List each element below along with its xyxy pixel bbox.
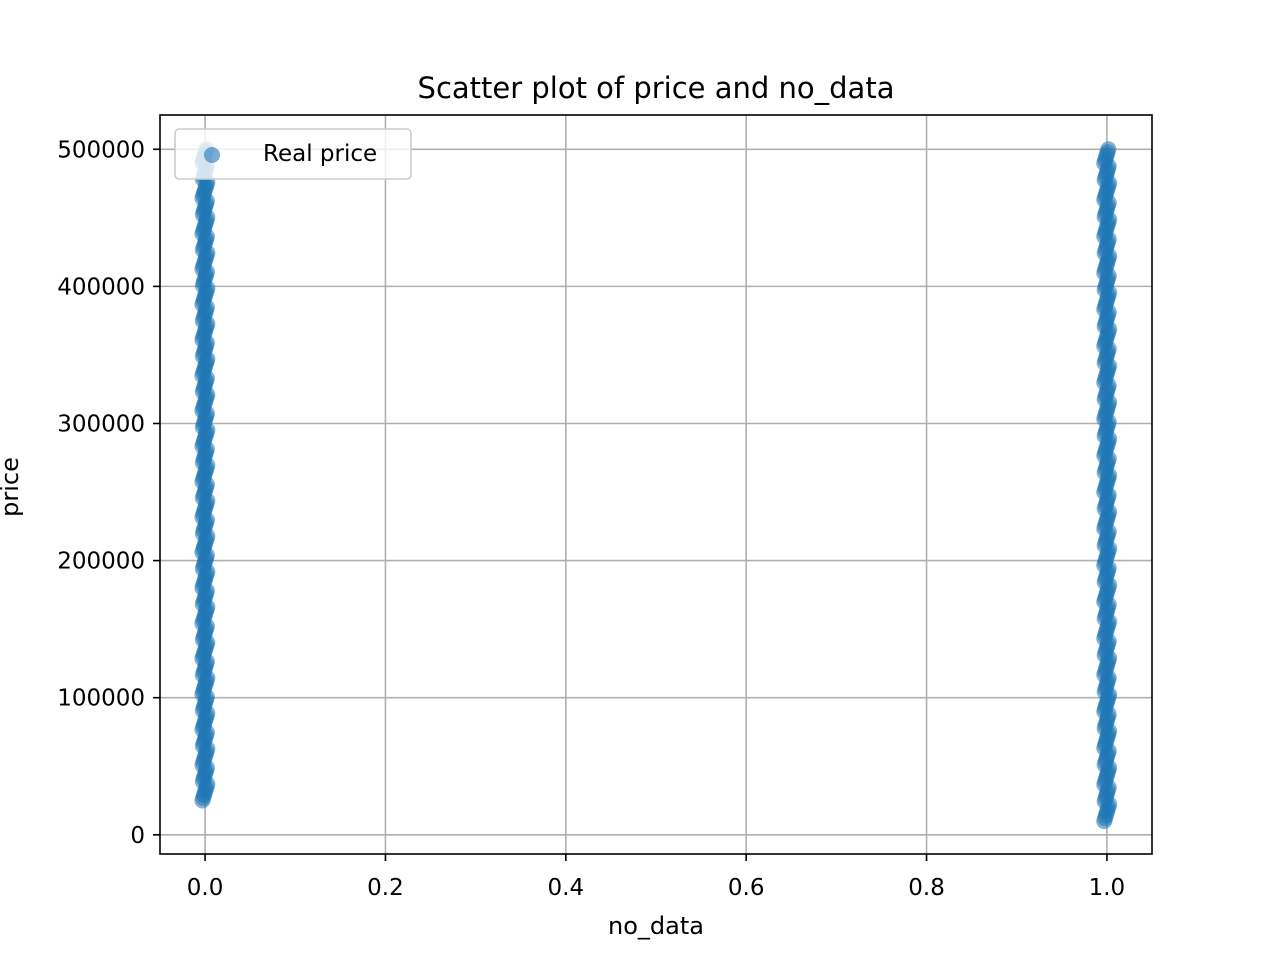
x-tick-label: 0.0	[187, 875, 224, 901]
legend-marker	[204, 147, 220, 163]
legend-label: Real price	[263, 141, 377, 167]
grid-lines	[160, 115, 1152, 854]
x-tick-label: 1.0	[1089, 875, 1126, 901]
x-axis-ticks: 0.0 0.2 0.4 0.6 0.8 1.0	[187, 854, 1125, 901]
legend-box	[174, 128, 412, 180]
y-tick-label: 400000	[57, 274, 145, 300]
x-tick-label: 0.6	[728, 875, 765, 901]
y-axis-ticks: 0 100000 200000 300000 400000 500000	[57, 137, 160, 849]
y-tick-label: 200000	[57, 549, 145, 575]
x-axis-label: no_data	[608, 912, 704, 940]
y-tick-label: 0	[130, 823, 145, 849]
plot-frame	[159, 114, 1153, 855]
scatter-point	[1100, 141, 1117, 158]
y-axis-label: price	[0, 457, 24, 517]
x-tick-label: 0.2	[367, 875, 404, 901]
x-tick-label: 0.8	[908, 875, 945, 901]
legend: Real price	[174, 128, 412, 180]
y-tick-label: 300000	[57, 411, 145, 437]
x-tick-label: 0.4	[548, 875, 585, 901]
chart-title: Scatter plot of price and no_data	[418, 71, 895, 105]
y-tick-label: 100000	[57, 686, 145, 712]
y-tick-label: 500000	[57, 137, 145, 163]
